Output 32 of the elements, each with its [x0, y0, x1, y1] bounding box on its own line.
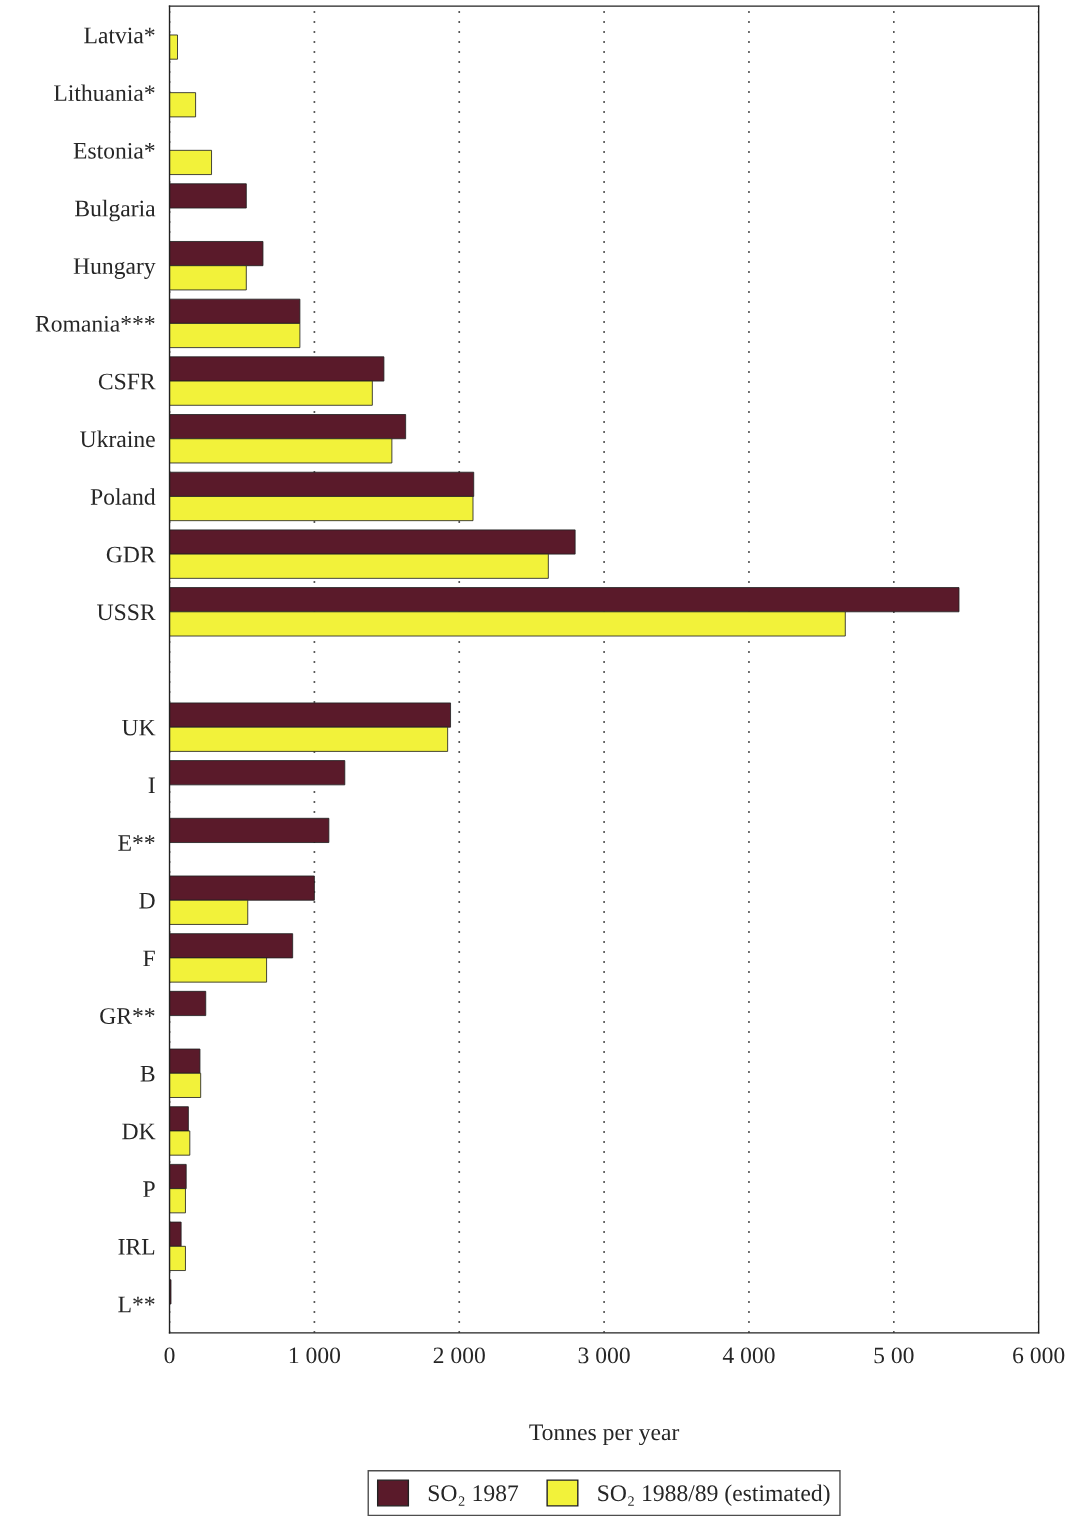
y-tick-label: CSFR: [98, 373, 156, 390]
y-tick-label: Ukraine: [80, 430, 155, 448]
y-tick-label: B: [140, 1066, 155, 1082]
y-tick-label: GR**: [100, 1008, 155, 1025]
x-tick-label: 3 000: [578, 1347, 630, 1364]
legend-label: SO₂ 1988/89 (estimated): [598, 1484, 830, 1506]
x-tick-label: 5 00: [874, 1347, 914, 1364]
y-tick-label: Romania***: [35, 315, 155, 332]
y-tick-label: DK: [122, 1123, 156, 1140]
x-tick-label: 6 000: [1013, 1347, 1065, 1364]
y-tick-label: Estonia*: [73, 142, 155, 159]
y-tick-label: E**: [118, 835, 155, 851]
x-tick-label: 4 000: [722, 1347, 775, 1364]
y-tick-label: UK: [122, 719, 156, 736]
y-tick-label: Hungary: [73, 258, 156, 279]
legend-label: SO₂ 1987: [428, 1485, 519, 1506]
x-tick-label: 1 000: [289, 1347, 341, 1364]
y-tick-label: L**: [118, 1296, 155, 1313]
y-tick-label: IRL: [118, 1239, 155, 1255]
y-tick-label: Latvia*: [84, 27, 155, 44]
y-tick-label: Lithuania*: [54, 84, 155, 102]
y-tick-label: F: [143, 950, 155, 967]
y-tick-label: P: [143, 1181, 155, 1197]
x-tick-label: 2 000: [433, 1347, 485, 1364]
y-tick-label: Poland: [90, 488, 156, 505]
y-tick-label: D: [139, 892, 155, 909]
y-tick-label: USSR: [97, 604, 156, 621]
y-tick-label: Bulgaria: [75, 199, 156, 222]
x-tick-label: 0: [164, 1347, 175, 1364]
y-tick-label: I: [148, 777, 155, 794]
y-tick-label: GDR: [106, 546, 156, 563]
x-axis-title: Tonnes per year: [529, 1424, 680, 1446]
